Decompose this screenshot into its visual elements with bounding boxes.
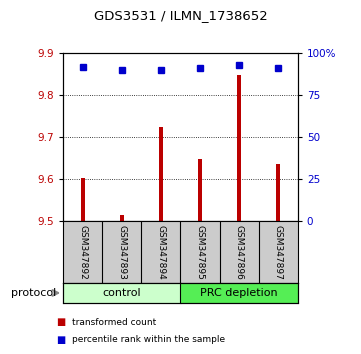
Text: GSM347894: GSM347894 <box>156 225 165 280</box>
Text: GSM347897: GSM347897 <box>274 225 283 280</box>
Text: ■: ■ <box>56 335 65 345</box>
Text: GSM347895: GSM347895 <box>196 225 205 280</box>
Bar <box>198 159 202 221</box>
Text: ■: ■ <box>56 317 65 327</box>
Text: GSM347892: GSM347892 <box>78 225 87 280</box>
Text: GSM347896: GSM347896 <box>235 225 244 280</box>
Bar <box>276 164 280 221</box>
Bar <box>159 127 163 221</box>
Bar <box>81 178 85 221</box>
Text: GDS3531 / ILMN_1738652: GDS3531 / ILMN_1738652 <box>93 9 268 22</box>
Bar <box>63 283 180 303</box>
Bar <box>120 215 124 221</box>
Text: percentile rank within the sample: percentile rank within the sample <box>72 335 225 344</box>
Bar <box>180 283 298 303</box>
Bar <box>237 75 241 221</box>
Text: PRC depletion: PRC depletion <box>200 288 278 298</box>
Text: GSM347893: GSM347893 <box>117 225 126 280</box>
Text: transformed count: transformed count <box>72 318 156 327</box>
Text: control: control <box>103 288 141 298</box>
Text: protocol: protocol <box>11 288 56 298</box>
